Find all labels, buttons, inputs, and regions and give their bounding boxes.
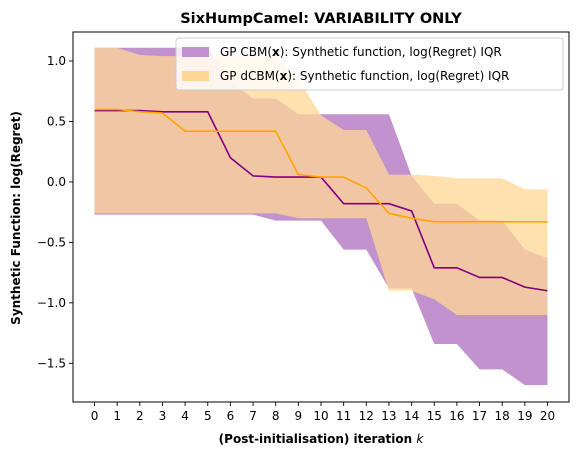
y-ticks: −1.5 −1.0 −0.5 0.0 0.5 1.0 (37, 54, 73, 370)
legend-box (175, 37, 564, 91)
x-tick-label: 13 (381, 409, 396, 423)
y-tick-label: 0.0 (47, 175, 66, 189)
x-tick-label: 15 (427, 409, 442, 423)
x-tick-label: 2 (136, 409, 144, 423)
x-tick-label: 16 (449, 409, 464, 423)
x-tick-label: 18 (495, 409, 510, 423)
x-tick-label: 8 (272, 409, 280, 423)
x-tick-label: 17 (472, 409, 487, 423)
plot-frame (72, 31, 570, 403)
x-axis-label-var: k (416, 432, 424, 446)
median-line-series-2 (94, 108, 548, 223)
y-axis-label: Synthetic Function: log(Regret) (9, 111, 23, 325)
x-tick-label: 5 (204, 409, 212, 423)
x-tick-label: 12 (359, 409, 374, 423)
x-tick-label: 14 (404, 409, 419, 423)
x-tick-label: 7 (249, 409, 257, 423)
chart-title: SixHumpCamel: VARIABILITY ONLY (180, 11, 462, 27)
legend-swatch-series-1 (182, 47, 209, 57)
legend-swatch-series-2 (182, 71, 209, 81)
x-tick-label: 1 (113, 409, 121, 423)
iqr-bands (94, 47, 548, 386)
x-tick-label: 3 (159, 409, 167, 423)
x-tick-label: 11 (336, 409, 351, 423)
x-tick-label: 19 (517, 409, 532, 423)
y-tick-label: 1.0 (47, 54, 66, 68)
y-tick-label: −0.5 (37, 235, 66, 249)
x-tick-label: 0 (91, 409, 99, 423)
x-axis-label-text: (Post-initialisation) iteration (219, 432, 413, 446)
y-tick-label: −1.0 (37, 296, 66, 310)
legend-label-series-2: GP dCBM(x): Synthetic function, log(Regr… (220, 69, 509, 83)
iqr-band-series-2 (94, 47, 548, 315)
y-tick-label: −1.5 (37, 356, 66, 370)
legend: GP CBM(x): Synthetic function, log(Regre… (175, 37, 564, 91)
x-tick-label: 20 (540, 409, 555, 423)
x-ticks: 0 1 2 3 4 5 6 7 8 9 10 11 12 13 14 15 16 17 18 19 20 (91, 402, 555, 423)
x-tick-label: 6 (227, 409, 235, 423)
x-tick-label: 4 (181, 409, 189, 423)
y-tick-label: 0.5 (47, 114, 66, 128)
x-tick-label: 9 (295, 409, 303, 423)
legend-label-series-1: GP CBM(x): Synthetic function, log(Regre… (220, 45, 502, 59)
median-lines (94, 108, 548, 292)
x-tick-label: 10 (313, 409, 328, 423)
x-axis-label: (Post-initialisation) iteration k (219, 432, 425, 446)
